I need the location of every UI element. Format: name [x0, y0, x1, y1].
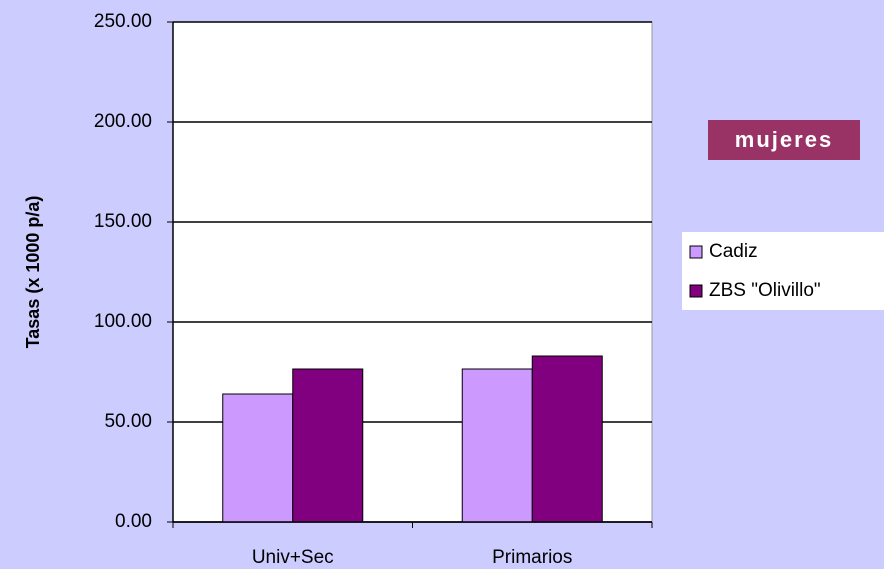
legend-label: Cadiz — [709, 241, 758, 262]
bar — [531, 355, 603, 523]
bar — [292, 368, 364, 523]
y-tick-label: 0.00 — [115, 511, 152, 532]
legend-box — [682, 232, 884, 310]
legend-label: ZBS "Olivillo" — [709, 280, 821, 301]
y-tick-label: 250.00 — [94, 11, 152, 32]
legend-swatch — [689, 245, 703, 259]
y-axis-label: Tasas (x 1000 p/a) — [23, 196, 43, 349]
annotation: mujeres — [735, 127, 833, 152]
bar — [461, 368, 533, 523]
y-tick-label: 150.00 — [94, 211, 152, 232]
x-tick-label: Primarios — [492, 547, 572, 568]
legend-swatch — [689, 284, 703, 298]
y-tick-label: 50.00 — [104, 411, 152, 432]
annotation-box — [708, 120, 860, 160]
bar — [222, 393, 294, 523]
y-tick-label: 100.00 — [94, 311, 152, 332]
x-tick-label: Univ+Sec — [252, 547, 334, 568]
y-tick-label: 200.00 — [94, 111, 152, 132]
